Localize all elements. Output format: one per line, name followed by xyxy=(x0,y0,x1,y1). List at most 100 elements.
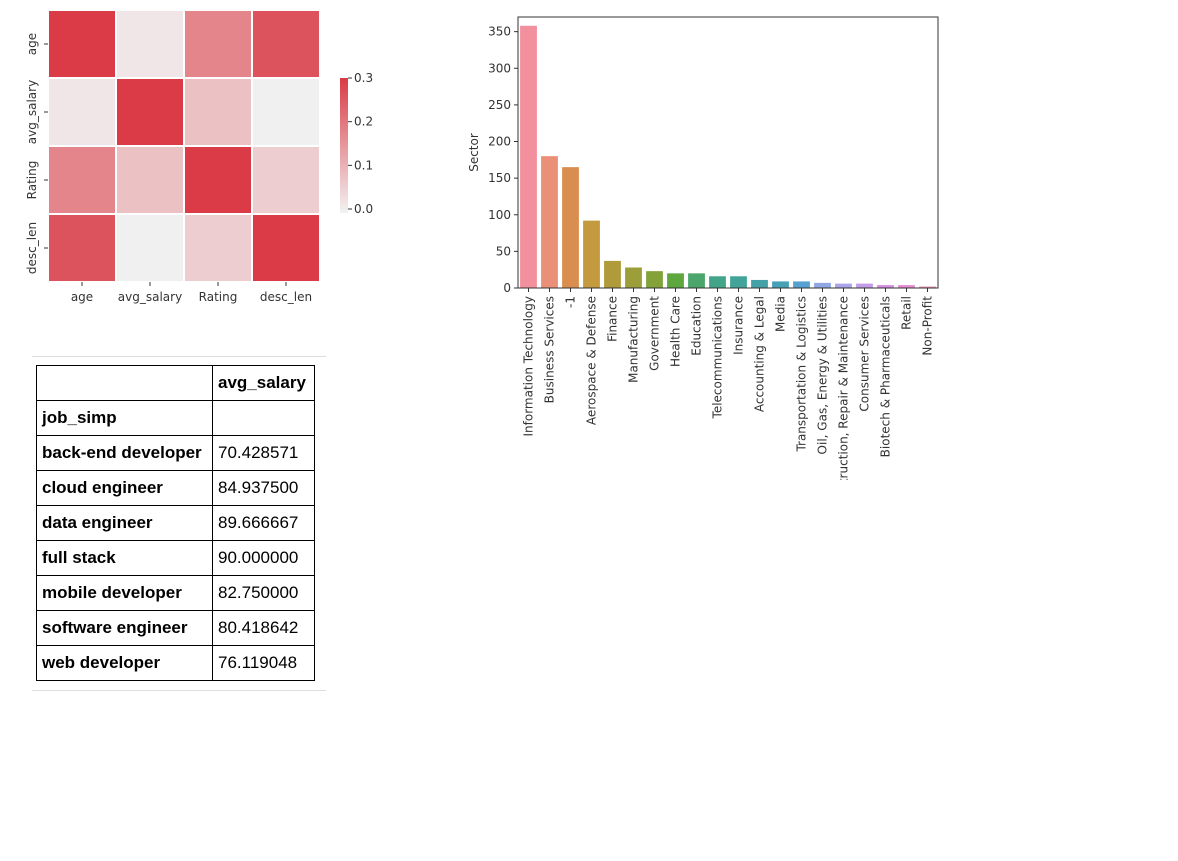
table-row-label: data engineer xyxy=(36,505,213,541)
sector-bar xyxy=(814,282,831,288)
x-axis-tick-label: Education xyxy=(690,296,704,356)
colorbar-tick-label: 0.3 xyxy=(354,71,373,85)
table-row-value: 89.666667 xyxy=(212,505,315,541)
y-axis-tick-label: 200 xyxy=(488,135,511,149)
table-row: data engineer 89.666667 xyxy=(36,505,315,541)
sector-bar xyxy=(562,167,579,288)
avg-salary-table: avg_salary job_simp back-end developer 7… xyxy=(36,365,315,681)
heatmap-row-label: age xyxy=(25,33,39,55)
heatmap-row-label: desc_len xyxy=(25,222,39,274)
x-axis-tick-label: Information Technology xyxy=(522,296,536,437)
heatmap-row-label: Rating xyxy=(25,161,39,200)
sector-bar xyxy=(730,276,747,288)
sector-bar xyxy=(898,285,915,288)
x-axis-tick-label: Insurance xyxy=(732,296,746,355)
table-row: software engineer 80.418642 xyxy=(36,610,315,646)
sector-bar xyxy=(856,283,873,288)
y-axis-tick-label: 150 xyxy=(488,171,511,185)
heatmap-cell xyxy=(185,147,251,213)
x-axis-tick-label: Transportation & Logistics xyxy=(795,296,809,453)
sector-bar xyxy=(688,273,705,288)
x-axis-tick-label: Biotech & Pharmaceuticals xyxy=(879,296,893,457)
table-row: full stack 90.000000 xyxy=(36,540,315,576)
sector-bar xyxy=(520,25,537,289)
heatmap-cell xyxy=(185,215,251,281)
x-axis-tick-label: Manufacturing xyxy=(627,296,641,383)
heatmap-cell xyxy=(117,215,183,281)
table-row-label: cloud engineer xyxy=(36,470,213,506)
sector-bar xyxy=(646,271,663,288)
x-axis-tick-label: Retail xyxy=(900,296,914,330)
heatmap-cell xyxy=(253,11,319,77)
y-axis-label: Sector xyxy=(467,133,481,172)
heatmap-cell xyxy=(117,79,183,145)
table-bottom-divider xyxy=(32,690,326,691)
heatmap-col-label: Rating xyxy=(199,290,238,304)
colorbar-tick-label: 0.1 xyxy=(354,158,373,172)
y-axis-tick-label: 100 xyxy=(488,208,511,222)
bar-plot-frame xyxy=(517,16,939,289)
colorbar-tick-label: 0.2 xyxy=(354,115,373,129)
heatmap-cell xyxy=(49,11,115,77)
table-row: cloud engineer 84.937500 xyxy=(36,470,315,506)
sector-bar xyxy=(793,281,810,288)
x-axis-tick-label: Finance xyxy=(606,296,620,342)
sector-bar xyxy=(541,156,558,288)
heatmap-cell xyxy=(49,79,115,145)
table-row-label: back-end developer xyxy=(36,435,213,471)
table-index-name-row: job_simp xyxy=(36,400,315,436)
table-row-label: mobile developer xyxy=(36,575,213,611)
x-axis-tick-label: Non-Profit xyxy=(921,296,935,356)
x-axis-tick-label: Oil, Gas, Energy & Utilities xyxy=(816,296,830,454)
heatmap-col-label: avg_salary xyxy=(118,290,182,304)
x-axis-tick-label: Aerospace & Defense xyxy=(585,296,599,425)
table-column-header: avg_salary xyxy=(212,365,315,401)
heatmap-cell xyxy=(253,147,319,213)
y-axis-tick-label: 300 xyxy=(488,61,511,75)
heatmap-col-label: age xyxy=(71,290,93,304)
sector-bar xyxy=(751,279,768,288)
y-axis-tick-label: 0 xyxy=(503,281,511,295)
sector-bar xyxy=(604,260,621,288)
heatmap-cell xyxy=(49,215,115,281)
sector-bar xyxy=(667,273,684,288)
colorbar-tick-label: 0.0 xyxy=(354,202,373,216)
sector-bar xyxy=(835,283,852,288)
table-row: mobile developer 82.750000 xyxy=(36,575,315,611)
x-axis-tick-label: Construction, Repair & Maintenance xyxy=(837,296,851,480)
heatmap-cell xyxy=(253,79,319,145)
table-row-label: full stack xyxy=(36,540,213,576)
table-header-row: avg_salary xyxy=(36,365,315,401)
sector-bar xyxy=(625,267,642,288)
table-corner-cell xyxy=(36,365,213,401)
table-row: web developer 76.119048 xyxy=(36,645,315,681)
heatmap-row-label: avg_salary xyxy=(25,80,39,144)
y-axis-tick-label: 350 xyxy=(488,25,511,39)
heatmap-colorbar xyxy=(340,78,348,213)
table-row-value: 80.418642 xyxy=(212,610,315,646)
table-row-value: 82.750000 xyxy=(212,575,315,611)
sector-bar xyxy=(919,286,936,288)
y-axis-tick-label: 250 xyxy=(488,98,511,112)
table-index-name: job_simp xyxy=(36,400,213,436)
sector-bar xyxy=(772,281,789,288)
heatmap-cell xyxy=(253,215,319,281)
heatmap-cell xyxy=(185,79,251,145)
y-axis-tick-label: 50 xyxy=(496,244,511,258)
sector-bar xyxy=(877,285,894,288)
x-axis-tick-label: Telecommunications xyxy=(711,296,725,419)
x-axis-tick-label: Media xyxy=(774,296,788,332)
table-top-divider xyxy=(32,356,326,357)
x-axis-tick-label: Government xyxy=(648,296,662,371)
table-row: back-end developer 70.428571 xyxy=(36,435,315,471)
x-axis-tick-label: Health Care xyxy=(669,296,683,367)
x-axis-tick-label: Accounting & Legal xyxy=(753,296,767,412)
heatmap-cell xyxy=(49,147,115,213)
table-row-label: software engineer xyxy=(36,610,213,646)
sector-bar xyxy=(709,276,726,288)
heatmap-cell xyxy=(117,11,183,77)
x-axis-tick-label: Consumer Services xyxy=(858,296,872,412)
table-index-empty-cell xyxy=(212,400,315,436)
table-row-label: web developer xyxy=(36,645,213,681)
